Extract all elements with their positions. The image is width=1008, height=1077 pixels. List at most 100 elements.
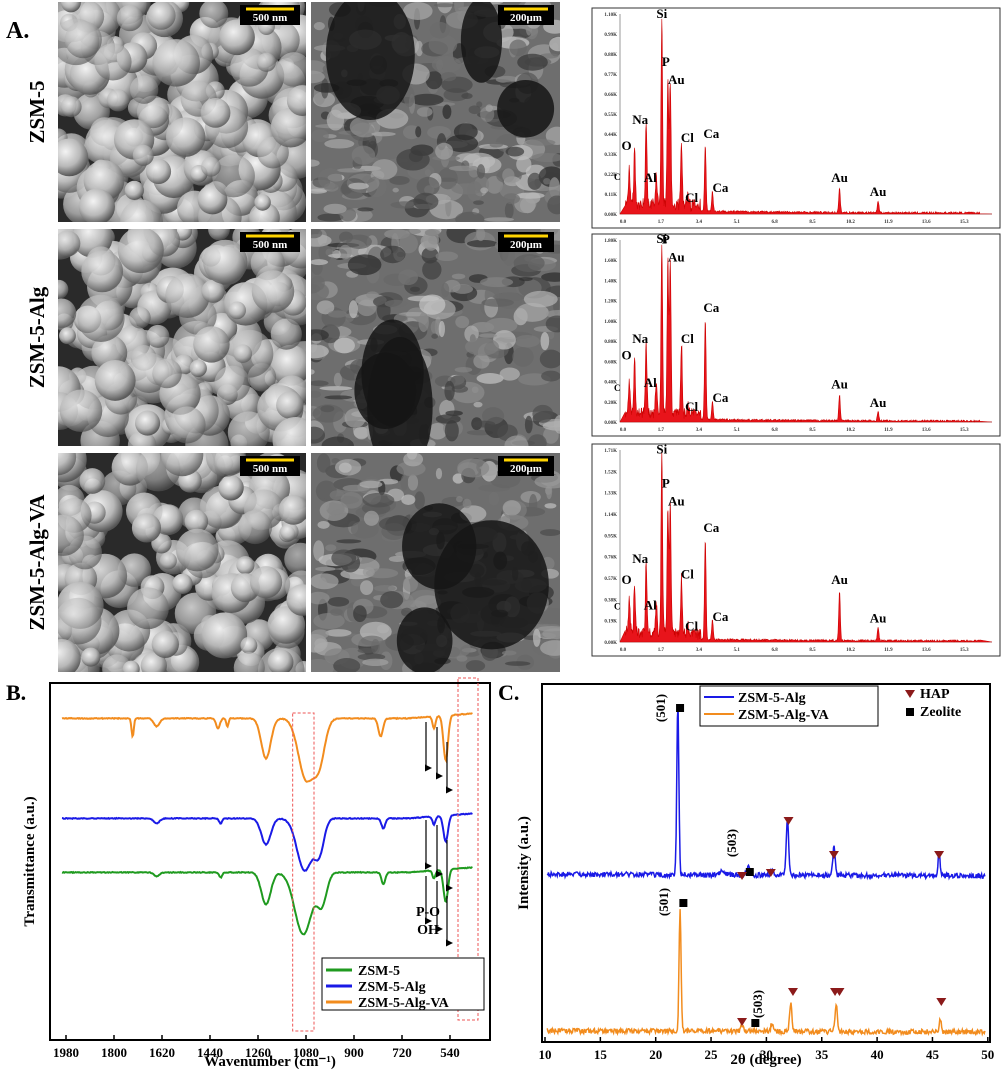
edx-peak-label: Cl (681, 130, 694, 145)
edx-peak-label: C (614, 172, 621, 182)
sem-particle (233, 344, 253, 363)
sem-texture (318, 242, 333, 263)
sem-texture (400, 474, 409, 491)
edx-y-tick-label: 0.60K (604, 360, 617, 365)
sem-texture (428, 422, 448, 440)
edx-y-tick-label: 0.38K (604, 598, 617, 603)
sem-image: 200μm (311, 453, 560, 672)
sem-particle (251, 270, 295, 313)
sem-particle (238, 510, 273, 545)
sem-texture (488, 491, 500, 506)
ftir-frame (49, 682, 491, 1041)
edx-peak-label: Na (632, 551, 648, 566)
sem-texture (325, 544, 337, 552)
sem-texture (473, 200, 484, 205)
sem-texture (311, 369, 315, 375)
sem-particle (146, 324, 170, 348)
sem-texture (313, 22, 325, 31)
sem-pore (402, 503, 477, 590)
sem-texture (531, 152, 560, 163)
edx-y-tick-label: 1.40K (604, 279, 617, 284)
legend-label: ZSM-5-Alg-VA (738, 708, 830, 723)
edx-x-tick-label: 11.9 (884, 428, 893, 433)
sem-particle (201, 279, 225, 303)
hap-marker (934, 851, 945, 859)
sem-texture (418, 312, 429, 333)
sem-texture (312, 404, 344, 423)
sem-texture (414, 595, 442, 610)
x-axis-label: Wavenumber (cm⁻¹) (204, 1054, 336, 1070)
sem-particle (205, 453, 247, 477)
x-tick-label: 20 (649, 1047, 662, 1062)
sem-image: 200μm (311, 2, 560, 222)
hap-marker (737, 872, 748, 880)
sem-texture (406, 453, 418, 460)
ftir-curve (61, 712, 473, 783)
edx-y-tick-label: 0.19K (604, 620, 617, 625)
scale-bar-label: 500 nm (253, 12, 288, 24)
edx-peak-label: O (622, 572, 632, 587)
sem-texture (429, 21, 450, 39)
sem-texture (457, 458, 490, 478)
edx-peak-label: Si (656, 442, 667, 457)
sem-texture (499, 367, 520, 381)
x-tick-label: 1260 (245, 1045, 271, 1060)
sem-texture (347, 254, 382, 276)
sem-particle (200, 97, 231, 128)
legend-label: ZSM-5 (358, 964, 400, 979)
edx-peak-label: O (622, 347, 632, 362)
sem-particle (127, 587, 169, 630)
edx-peak-label: Na (632, 331, 648, 346)
sem-texture (311, 70, 325, 84)
sem-texture (509, 39, 527, 57)
edx-x-tick-label: 1.7 (658, 428, 665, 433)
scale-bar-label: 200μm (510, 12, 542, 24)
sem-texture (366, 176, 387, 198)
sem-texture (539, 349, 560, 369)
sem-texture (380, 245, 406, 264)
scale-bar-label: 200μm (510, 239, 542, 251)
sem-particle (184, 509, 209, 534)
sem-texture (547, 330, 555, 340)
sem-particle (146, 2, 176, 30)
hap-marker (834, 988, 845, 996)
sem-texture (363, 510, 379, 526)
sem-particle (270, 107, 306, 148)
sem-particle (132, 144, 154, 166)
sem-particle (227, 411, 270, 446)
sem-particle (131, 513, 162, 543)
edx-y-tick-label: 1.80K (604, 239, 617, 244)
sem-texture (401, 494, 416, 505)
sem-particle (129, 75, 159, 104)
edx-x-tick-label: 1.7 (658, 220, 665, 225)
zeolite-marker (745, 868, 754, 876)
sem-texture (495, 75, 519, 84)
edx-x-tick-label: 15.3 (960, 220, 969, 225)
highlight-box (292, 712, 315, 1032)
sem-texture (371, 131, 396, 137)
sem-particle (81, 647, 101, 667)
edx-frame (591, 233, 1001, 437)
edx-peak-label: O (622, 138, 632, 153)
panel-label: A. (6, 18, 29, 44)
sem-pore (460, 2, 503, 83)
sem-texture (540, 640, 560, 656)
sem-texture (480, 277, 514, 288)
sem-texture (444, 420, 459, 442)
xrd-frame (541, 683, 991, 1043)
sem-particle (286, 85, 306, 116)
sem-particle (58, 298, 77, 328)
sem-texture (429, 456, 441, 466)
sem-texture (435, 251, 459, 262)
sem-texture (319, 500, 349, 521)
sem-particle (286, 584, 306, 616)
y-axis-label: Transmittance (a.u.) (22, 796, 38, 926)
sem-texture (473, 401, 483, 408)
sem-texture (543, 426, 559, 444)
annotation: P-O (416, 905, 440, 920)
edx-peak-label: Au (668, 249, 685, 264)
sem-particle (270, 344, 306, 386)
edx-x-tick-label: 8.5 (809, 648, 816, 653)
sem-particle (250, 566, 283, 599)
edx-peak-label: Ca (703, 520, 719, 535)
